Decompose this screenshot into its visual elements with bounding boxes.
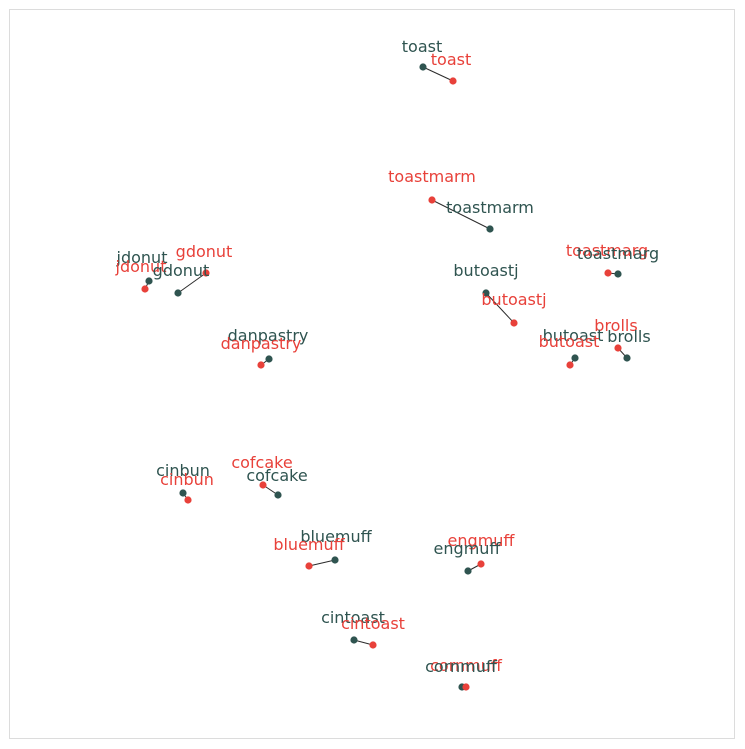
point-brolls-b: [614, 344, 622, 352]
label-toastmarm-a: toastmarm: [446, 198, 534, 217]
point-butoast-b: [566, 361, 574, 369]
data-points: [141, 63, 631, 691]
label-engmuff-a: engmuff: [434, 539, 502, 558]
point-jdonut-a: [145, 277, 153, 285]
point-butoastj-b: [510, 319, 518, 327]
point-cornmuff-b: [462, 683, 470, 691]
label-butoastj-b: butoastj: [481, 290, 546, 309]
point-jdonut-b: [141, 285, 149, 293]
label-jdonut-a: jdonut: [116, 248, 168, 267]
point-engmuff-a: [464, 567, 472, 575]
point-toastmarg-b: [604, 269, 612, 277]
point-cintoast-b: [369, 641, 377, 649]
plot-panel: [9, 9, 735, 739]
connector-gdonut: [177, 272, 207, 294]
point-cofcake-a: [274, 491, 282, 499]
label-toast-a: toast: [402, 37, 442, 56]
point-toast-a: [419, 63, 427, 71]
label-toastmarg-a: toastmarg: [577, 244, 659, 263]
label-danpastry-b: danpastry: [221, 334, 302, 353]
label-cintoast-b: cintoast: [341, 614, 405, 633]
label-cornmuff-b: cornmuff: [430, 656, 503, 675]
point-engmuff-b: [477, 560, 485, 568]
label-cinbun-b: cinbun: [160, 470, 214, 489]
label-cofcake-b: cofcake: [231, 453, 292, 472]
label-cintoast-a: cintoast: [321, 608, 385, 627]
label-butoastj-a: butoastj: [453, 261, 518, 280]
point-cinbun-a: [179, 489, 187, 497]
connector-butoastj: [485, 292, 515, 324]
point-toastmarm-a: [486, 225, 494, 233]
point-danpastry-a: [265, 355, 273, 363]
connector-bluemuff: [308, 559, 336, 567]
label-butoast-a: butoast: [543, 326, 604, 345]
label-cornmuff-a: cornmuff: [425, 657, 498, 676]
connector-toastmarm: [431, 199, 491, 230]
point-danpastry-b: [257, 361, 265, 369]
point-cintoast-a: [350, 636, 358, 644]
label-bluemuff-b: bluemuff: [273, 535, 345, 554]
label-toastmarm-b: toastmarm: [388, 167, 476, 186]
label-toast-b: toast: [431, 50, 471, 69]
label-engmuff-b: engmuff: [448, 531, 516, 550]
point-butoast-a: [571, 354, 579, 362]
point-toastmarg-a: [614, 270, 622, 278]
label-cinbun-a: cinbun: [156, 461, 210, 480]
connector-lines: [144, 66, 628, 688]
label-gdonut-a: gdonut: [153, 261, 210, 280]
point-bluemuff-b: [305, 562, 313, 570]
label-brolls-a: brolls: [607, 327, 650, 346]
point-cofcake-b: [259, 481, 267, 489]
point-cinbun-b: [184, 496, 192, 504]
label-jdonut-b: jdonut: [115, 257, 167, 276]
point-bluemuff-a: [331, 556, 339, 564]
point-gdonut-a: [174, 289, 182, 297]
label-bluemuff-a: bluemuff: [300, 527, 372, 546]
point-toast-b: [449, 77, 457, 85]
point-butoastj-a: [482, 289, 490, 297]
label-danpastry-a: danpastry: [228, 326, 309, 345]
label-gdonut-b: gdonut: [176, 242, 233, 261]
label-cofcake-a: cofcake: [246, 466, 307, 485]
connector-toast: [422, 66, 454, 82]
point-toastmarm-b: [428, 196, 436, 204]
point-brolls-a: [623, 354, 631, 362]
label-toastmarg-b: toastmarg: [566, 241, 648, 260]
label-brolls-b: brolls: [594, 316, 637, 335]
label-butoast-b: butoast: [539, 332, 600, 351]
point-gdonut-b: [202, 269, 210, 277]
